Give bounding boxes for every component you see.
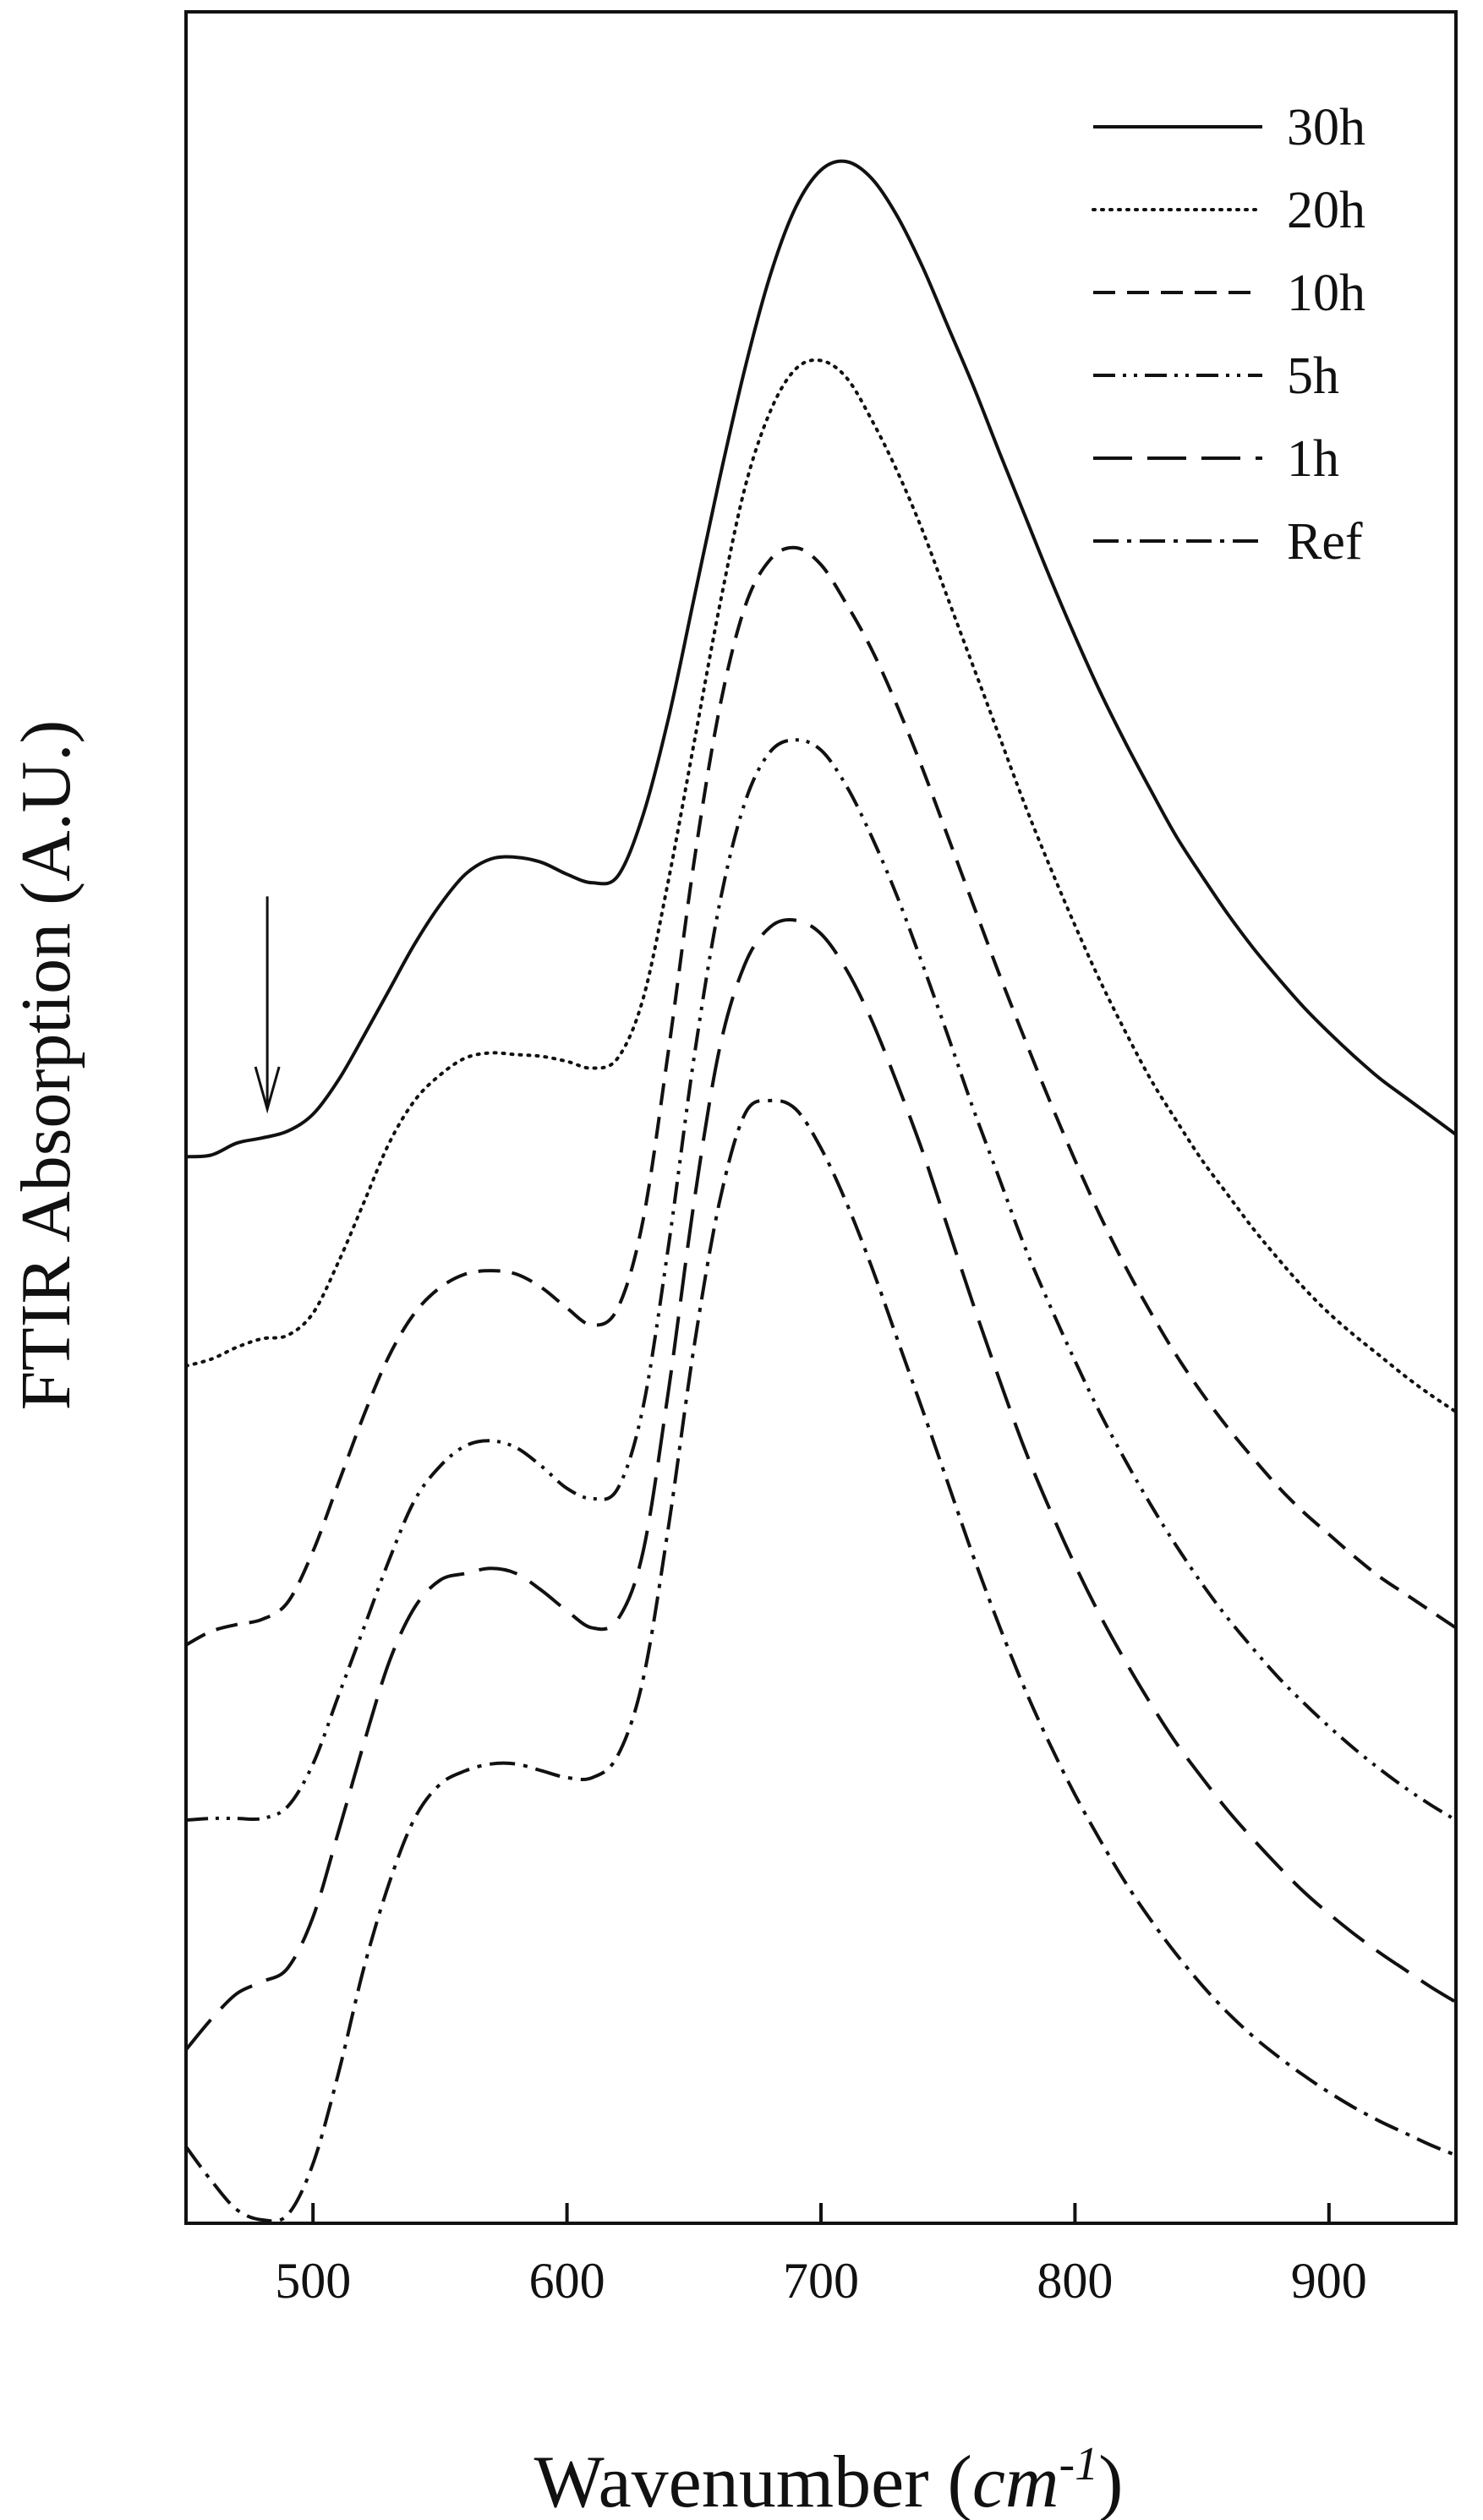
legend-label-5h: 5h	[1287, 347, 1339, 405]
x-axis-label-unit: cm	[972, 2441, 1059, 2520]
legend-label-ref: Ref	[1287, 513, 1363, 571]
series-line-5h	[185, 738, 1458, 1823]
x-tick-label-500: 500	[275, 2253, 351, 2309]
series-line-ref	[184, 1098, 1457, 2223]
x-tick-label-700: 700	[783, 2253, 859, 2309]
x-axis-label-text: Wavenumber (	[534, 2441, 972, 2520]
legend: 30h 20h 10h 5h 1h Ref	[1092, 99, 1365, 571]
x-tick-label-600: 600	[529, 2253, 605, 2309]
plot-area: 500 600 700 800 900 30h 20h 10h 5h 1h Ref	[184, 10, 1458, 2309]
series-line-20h	[184, 358, 1458, 1414]
annotation-arrow	[254, 896, 281, 1114]
x-axis-label-unit-exponent: -1	[1059, 2438, 1098, 2490]
legend-label-30h: 30h	[1287, 99, 1365, 156]
series-line-10h	[185, 545, 1458, 1647]
y-axis-label: FTIR Absorption (A.U.)	[7, 720, 85, 1411]
series-line-1h	[184, 918, 1458, 2051]
x-tick-label-800: 800	[1037, 2253, 1113, 2309]
legend-label-1h: 1h	[1287, 430, 1339, 488]
x-tick-label-900: 900	[1291, 2253, 1367, 2309]
annotation-arrow-head	[254, 1066, 281, 1114]
series-line-30h	[185, 159, 1458, 1159]
x-axis-label-close: )	[1098, 2441, 1123, 2520]
legend-label-10h: 10h	[1287, 265, 1365, 322]
x-axis-label: Wavenumber (cm-1)	[534, 2438, 1124, 2520]
legend-label-20h: 20h	[1287, 182, 1365, 239]
